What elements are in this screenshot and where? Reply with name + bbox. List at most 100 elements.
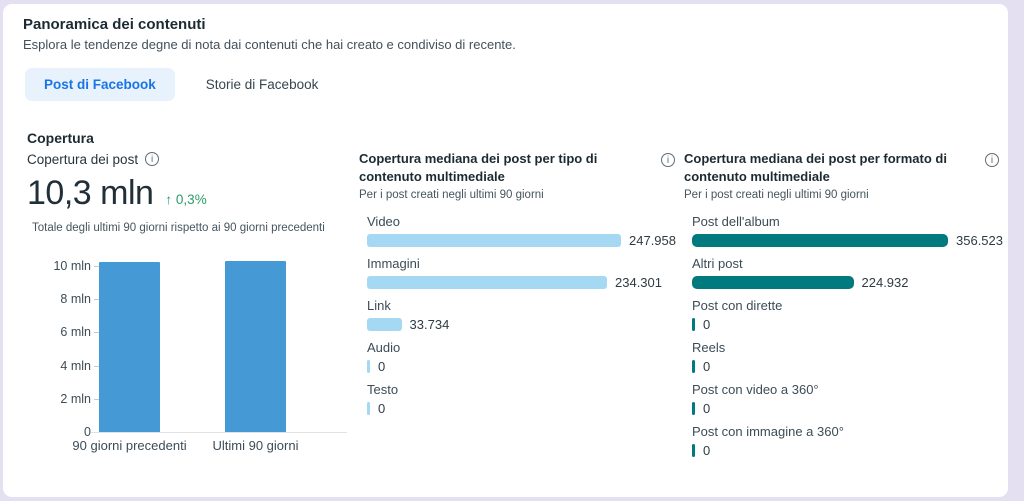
bar-label: Post con video a 360° <box>692 382 819 397</box>
content-overview-card: Panoramica dei contenuti Esplora le tend… <box>3 4 1008 497</box>
bar-line: 247.958 <box>367 232 676 248</box>
metric-value-row: 10,3 mln ↑ 0,3% <box>27 174 347 213</box>
bar-value: 0 <box>703 316 711 332</box>
metric-caption: Totale degli ultimi 90 giorni rispetto a… <box>32 222 325 234</box>
reach-bar-ultimi-90-giorni[interactable] <box>225 261 286 432</box>
bar-post-dell-album[interactable] <box>692 233 948 247</box>
y-axis-tick-mark <box>94 398 100 400</box>
bar-label: Altri post <box>692 256 743 271</box>
trend-indicator: ↑ 0,3% <box>165 192 206 207</box>
bar-value: 0 <box>703 400 711 416</box>
bar-line: 224.932 <box>692 274 999 290</box>
bar-testo[interactable] <box>367 401 370 415</box>
bar-value: 224.932 <box>861 274 909 290</box>
bar-line: 0 <box>692 316 999 332</box>
bar-row-link: Link 33.734 <box>367 298 675 332</box>
panel-media-format: Copertura mediana dei post per formato d… <box>684 150 1003 466</box>
bar-row-post-con-dirette: Post con dirette 0 <box>692 298 999 332</box>
tabs: Post di Facebook Storie di Facebook <box>25 68 337 101</box>
bar-audio[interactable] <box>367 359 370 373</box>
y-axis-tick-mark <box>94 266 100 267</box>
bar-video[interactable] <box>367 233 621 247</box>
y-axis-tick-mark <box>94 332 100 334</box>
bar-value: 247.958 <box>629 232 676 248</box>
panel-title: Copertura mediana dei post per formato d… <box>684 151 947 184</box>
panel-header: Copertura mediana dei post per formato d… <box>684 150 999 186</box>
bar-link[interactable] <box>367 317 402 331</box>
bar-immagini[interactable] <box>367 275 607 289</box>
bar-altri-post[interactable] <box>692 275 854 289</box>
metric-value: 10,3 mln <box>27 174 154 212</box>
y-axis-tick-label: 4 mln <box>60 358 91 373</box>
bar-line: 0 <box>367 358 675 374</box>
bar-post-con-dirette[interactable] <box>692 317 695 331</box>
bar-value: 0 <box>378 358 386 374</box>
bar-value: 33.734 <box>409 316 450 332</box>
trend-up-arrow-icon: ↑ <box>165 192 173 207</box>
bar-line: 0 <box>367 400 675 416</box>
bar-line: 33.734 <box>367 316 675 332</box>
bar-value: 0 <box>703 442 711 458</box>
section-heading-copertura: Copertura <box>27 130 94 146</box>
info-icon[interactable]: i <box>145 152 160 166</box>
post-reach-summary: Copertura dei post i 10,3 mln ↑ 0,3% Tot… <box>27 150 347 235</box>
bar-label: Post con immagine a 360° <box>692 424 844 439</box>
panel-subtitle: Per i post creati negli ultimi 90 giorni <box>684 189 869 201</box>
trend-value: 0,3% <box>175 192 207 207</box>
x-axis-category-label: 90 giorni precedenti <box>72 438 187 453</box>
tab-post-di-facebook[interactable]: Post di Facebook <box>25 68 175 101</box>
metric-label: Copertura dei post <box>27 151 139 167</box>
y-axis-tick-mark <box>94 365 100 367</box>
bar-label: Post dell'album <box>692 214 780 229</box>
reach-bar-chart: 10 mln 8 mln 6 mln 4 mln 2 mln 0 90 giorni pre… <box>27 254 349 459</box>
bar-row-video: Video 247.958 <box>367 214 676 248</box>
info-icon[interactable]: i <box>985 153 999 167</box>
bar-line: 234.301 <box>367 274 675 290</box>
bar-label: Video <box>367 214 401 229</box>
bar-label: Testo <box>367 382 399 397</box>
bar-row-audio: Audio 0 <box>367 340 675 374</box>
reach-bar-90-giorni-precedenti[interactable] <box>99 261 160 432</box>
tab-storie-di-facebook[interactable]: Storie di Facebook <box>205 77 319 92</box>
bar-post-con-immagine-a-360[interactable] <box>692 443 695 457</box>
bar-line: 0 <box>692 400 999 416</box>
bar-post-con-video-a-360[interactable] <box>692 401 695 415</box>
bar-label: Post con dirette <box>692 298 783 313</box>
bar-label: Immagini <box>367 256 420 271</box>
bar-row-immagini: Immagini 234.301 <box>367 256 675 290</box>
bar-value: 234.301 <box>615 274 662 290</box>
panel-header: Copertura mediana dei post per tipo di c… <box>359 150 675 186</box>
page-subtitle: Esplora le tendenze degne di nota dai co… <box>23 37 516 52</box>
page-title: Panoramica dei contenuti <box>23 16 206 33</box>
metric-label-row: Copertura dei post i <box>27 150 347 168</box>
y-axis-tick-label: 10 mln <box>53 259 91 273</box>
bar-row-post-dell-album: Post dell'album 356.523 <box>692 214 1003 248</box>
bar-value: 0 <box>703 358 711 374</box>
x-axis-category-label: Ultimi 90 giorni <box>212 438 299 453</box>
y-axis-tick-mark <box>94 299 100 301</box>
bar-label: Audio <box>367 340 401 355</box>
panel-media-type: Copertura mediana dei post per tipo di c… <box>359 150 676 424</box>
bar-row-testo: Testo 0 <box>367 382 675 416</box>
panel-title: Copertura mediana dei post per tipo di c… <box>359 151 598 184</box>
media-format-bar-list: Post dell'album 356.523 Altri post 224.932 P… <box>692 214 1003 458</box>
media-type-bar-list: Video 247.958 Immagini 234.301 Link 33.734 Aud… <box>367 214 676 416</box>
bar-value: 356.523 <box>956 232 1003 248</box>
bar-label: Reels <box>692 340 726 355</box>
bar-value: 0 <box>378 400 386 416</box>
y-axis-tick-label: 6 mln <box>60 325 91 340</box>
y-axis-tick-label: 2 mln <box>60 391 91 406</box>
x-axis-baseline <box>91 432 347 433</box>
bar-label: Link <box>367 298 391 313</box>
panel-subtitle: Per i post creati negli ultimi 90 giorni <box>359 189 544 201</box>
bar-row-reels: Reels 0 <box>692 340 999 374</box>
bar-row-altri-post: Altri post 224.932 <box>692 256 999 290</box>
y-axis-tick-label: 0 <box>84 425 91 439</box>
bar-row-post-con-immagine-a-360: Post con immagine a 360° 0 <box>692 424 999 458</box>
y-axis-tick-label: 8 mln <box>60 292 91 307</box>
bar-line: 0 <box>692 358 999 374</box>
bar-row-post-con-video-a-360: Post con video a 360° 0 <box>692 382 999 416</box>
info-icon[interactable]: i <box>661 153 675 167</box>
bar-reels[interactable] <box>692 359 695 373</box>
bar-line: 356.523 <box>692 233 1003 248</box>
